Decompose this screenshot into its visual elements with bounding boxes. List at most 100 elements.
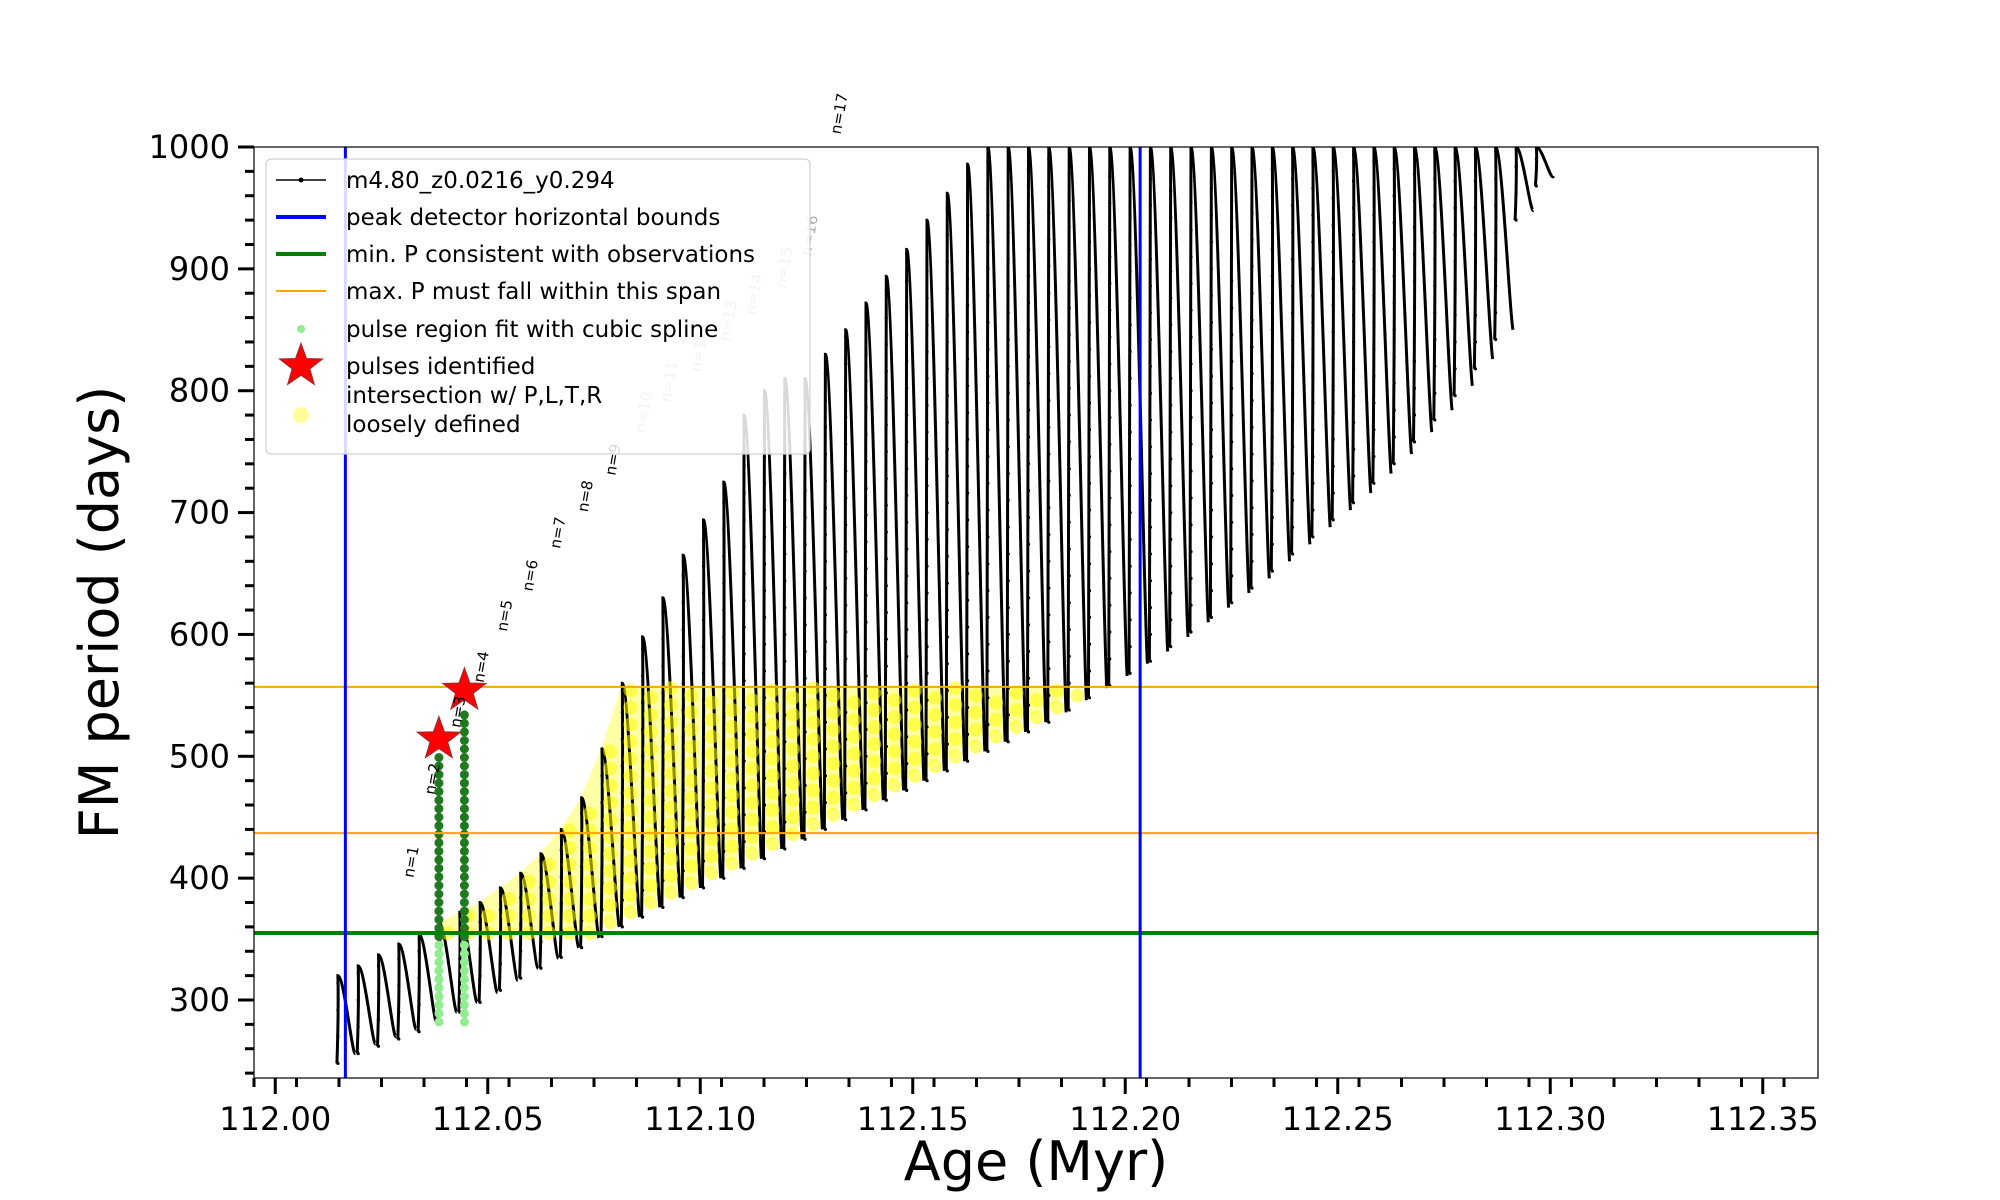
- intersection-point: [846, 763, 861, 778]
- track-point: [1047, 693, 1051, 698]
- track-point: [986, 160, 990, 164]
- spline-point: [459, 1008, 469, 1018]
- track-point: [722, 822, 726, 827]
- track-point: [1352, 233, 1356, 237]
- track-point: [1047, 667, 1051, 671]
- intersection-point: [765, 802, 780, 817]
- intersection-point: [887, 744, 902, 759]
- track-point: [1270, 381, 1274, 385]
- track-point: [1372, 347, 1376, 351]
- intersection-point: [704, 815, 719, 830]
- intersection-point: [928, 742, 943, 756]
- track-point: [1412, 413, 1417, 417]
- track-point: [884, 450, 888, 454]
- spline-point: [434, 770, 444, 780]
- track-point: [1189, 469, 1193, 473]
- spline-point: [459, 957, 469, 967]
- intersection-point: [542, 891, 557, 906]
- track-point: [844, 630, 848, 634]
- track-point: [742, 705, 746, 710]
- intersection-point: [684, 773, 699, 788]
- intersection-point: [968, 739, 983, 754]
- legend-item: m4.80_z0.0216_y0.294: [276, 168, 615, 194]
- track-point: [1169, 564, 1173, 568]
- intersection-point: [846, 695, 861, 710]
- track-point: [580, 812, 584, 816]
- intersection-point: [704, 866, 719, 881]
- track-point: [1169, 591, 1173, 595]
- track-point: [1189, 576, 1193, 581]
- track-point: [1067, 413, 1071, 417]
- intersection-point: [887, 693, 902, 708]
- track-point: [1087, 320, 1092, 325]
- intersection-point: [745, 710, 760, 725]
- track-point: [884, 637, 888, 641]
- pulse-track: [1269, 147, 1292, 573]
- intersection-point: [501, 891, 516, 906]
- track-point: [1352, 179, 1356, 183]
- track-point: [1473, 286, 1477, 290]
- track-point: [1026, 623, 1031, 627]
- track-point: [1169, 269, 1173, 273]
- track-point: [1087, 401, 1092, 405]
- track-point: [1230, 520, 1234, 524]
- intersection-point: [968, 688, 983, 703]
- track-point: [986, 320, 990, 325]
- pulse-track: [558, 823, 581, 960]
- intersection-point: [643, 759, 658, 773]
- track-point: [1230, 333, 1234, 337]
- track-point: [1047, 264, 1051, 268]
- track-point: [1087, 160, 1092, 164]
- track-point: [1189, 147, 1193, 151]
- track-point: [1352, 286, 1356, 290]
- track-point: [1047, 238, 1051, 242]
- spline-fit: [459, 710, 469, 1027]
- legend-item: intersection w/ P,L,T,R loosely defined: [293, 383, 602, 438]
- track-point: [966, 679, 970, 683]
- intersection-point: [623, 700, 638, 715]
- track-point: [1006, 445, 1010, 449]
- track-point: [1067, 601, 1071, 605]
- spline-point: [434, 778, 444, 788]
- spline-point: [459, 710, 469, 720]
- track-point: [1433, 391, 1437, 395]
- track-point: [864, 486, 868, 490]
- track-point: [559, 875, 563, 879]
- track-point: [884, 664, 888, 668]
- track-point: [580, 865, 584, 869]
- track-point: [1250, 372, 1254, 376]
- track-point: [1230, 279, 1234, 283]
- intersection-point: [684, 739, 699, 754]
- track-point: [1006, 364, 1010, 368]
- spline-point: [459, 906, 469, 916]
- spline-point: [459, 727, 469, 737]
- pulse-track: [1391, 147, 1413, 466]
- pulse-track: [1026, 147, 1048, 734]
- pulse-label: n=5: [493, 598, 516, 632]
- track-point: [1453, 206, 1457, 210]
- pulse-label: n=7: [546, 516, 569, 550]
- track-point: [986, 535, 990, 539]
- track-point: [925, 296, 929, 300]
- track-point: [1169, 350, 1173, 354]
- track-point: [986, 642, 990, 646]
- legend-label: loosely defined: [346, 412, 521, 438]
- track-point: [1006, 150, 1010, 154]
- track-point: [600, 854, 604, 858]
- spline-point: [434, 838, 444, 848]
- spline-point: [459, 898, 469, 907]
- track-point: [1311, 294, 1315, 298]
- track-point: [925, 779, 929, 783]
- track-point: [722, 769, 726, 773]
- spline-point: [434, 855, 444, 865]
- intersection-point: [785, 759, 800, 773]
- intersection-point: [603, 863, 618, 878]
- track-point: [1412, 225, 1417, 229]
- track-point: [701, 805, 706, 810]
- track-point: [884, 423, 888, 427]
- track-point: [884, 744, 888, 749]
- track-point: [783, 525, 787, 529]
- track-point: [1494, 311, 1498, 315]
- intersection-point: [765, 734, 780, 749]
- track-point: [945, 662, 949, 666]
